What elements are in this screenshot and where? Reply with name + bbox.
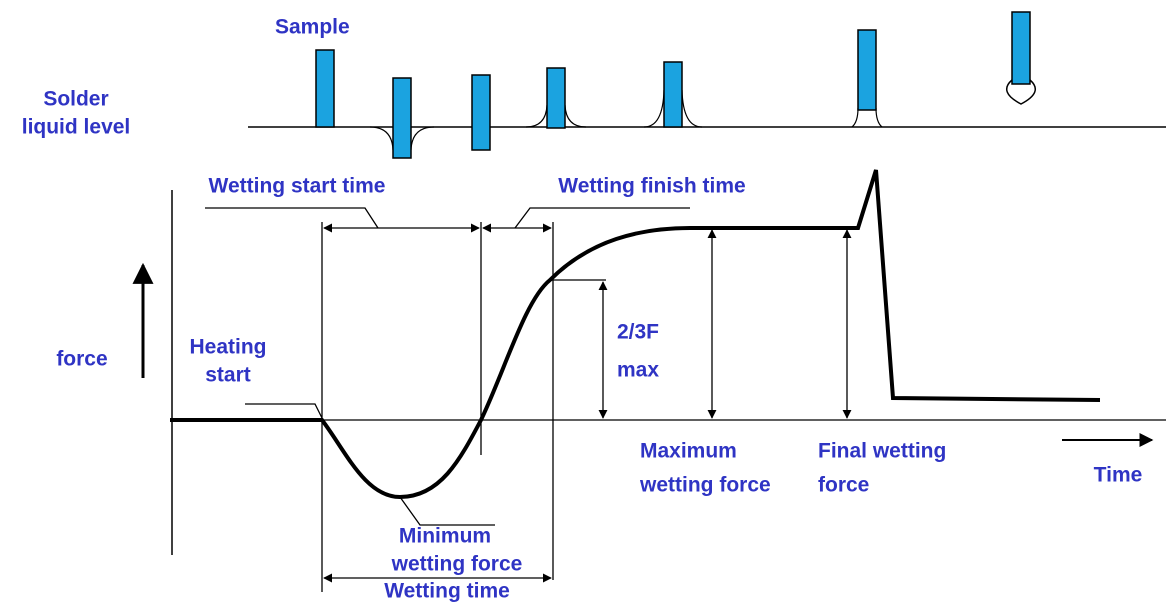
label: Time bbox=[1094, 464, 1143, 487]
label: wetting force bbox=[391, 553, 523, 576]
wetting-balance-diagram: Sample Solder liquid level Wetting start… bbox=[0, 0, 1166, 606]
label: force bbox=[56, 348, 107, 371]
label: Minimum bbox=[399, 525, 491, 548]
label: Heating bbox=[189, 336, 266, 359]
label: Sample bbox=[275, 16, 350, 39]
label: wetting force bbox=[639, 474, 771, 497]
label: Final wetting bbox=[818, 440, 946, 463]
label: force bbox=[818, 474, 869, 497]
label: Wetting start time bbox=[209, 175, 386, 198]
label: Maximum bbox=[640, 440, 737, 463]
label: start bbox=[205, 364, 251, 387]
label: Wetting time bbox=[384, 580, 510, 603]
label: max bbox=[617, 359, 659, 382]
label: Solder bbox=[43, 88, 108, 111]
label: liquid level bbox=[22, 116, 131, 139]
label: Wetting finish time bbox=[558, 175, 745, 198]
label: 2/3F bbox=[617, 321, 659, 344]
sample-sequence bbox=[248, 12, 1166, 158]
